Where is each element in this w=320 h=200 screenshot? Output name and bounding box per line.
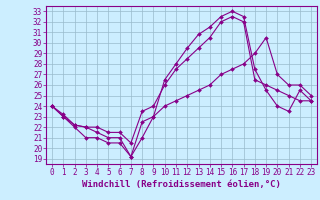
X-axis label: Windchill (Refroidissement éolien,°C): Windchill (Refroidissement éolien,°C) xyxy=(82,180,281,189)
